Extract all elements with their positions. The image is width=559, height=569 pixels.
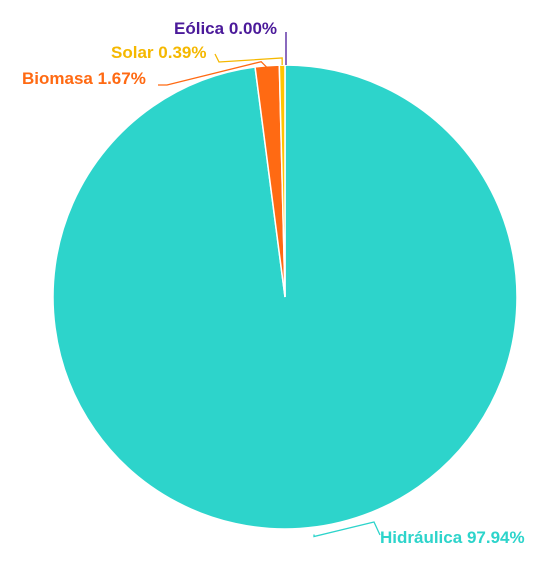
slice-label-solar: Solar 0.39% (111, 43, 206, 62)
connector-hidraulica (313, 521, 381, 538)
label-connectors (158, 32, 381, 538)
connector-solar (214, 53, 283, 66)
pie-slices (52, 64, 518, 530)
slice-label-hidraulica: Hidráulica 97.94% (380, 528, 525, 547)
connector-biomasa (158, 60, 268, 86)
slice-label-biomasa: Biomasa 1.67% (22, 69, 146, 88)
slice-label-eolica: Eólica 0.00% (174, 19, 277, 38)
